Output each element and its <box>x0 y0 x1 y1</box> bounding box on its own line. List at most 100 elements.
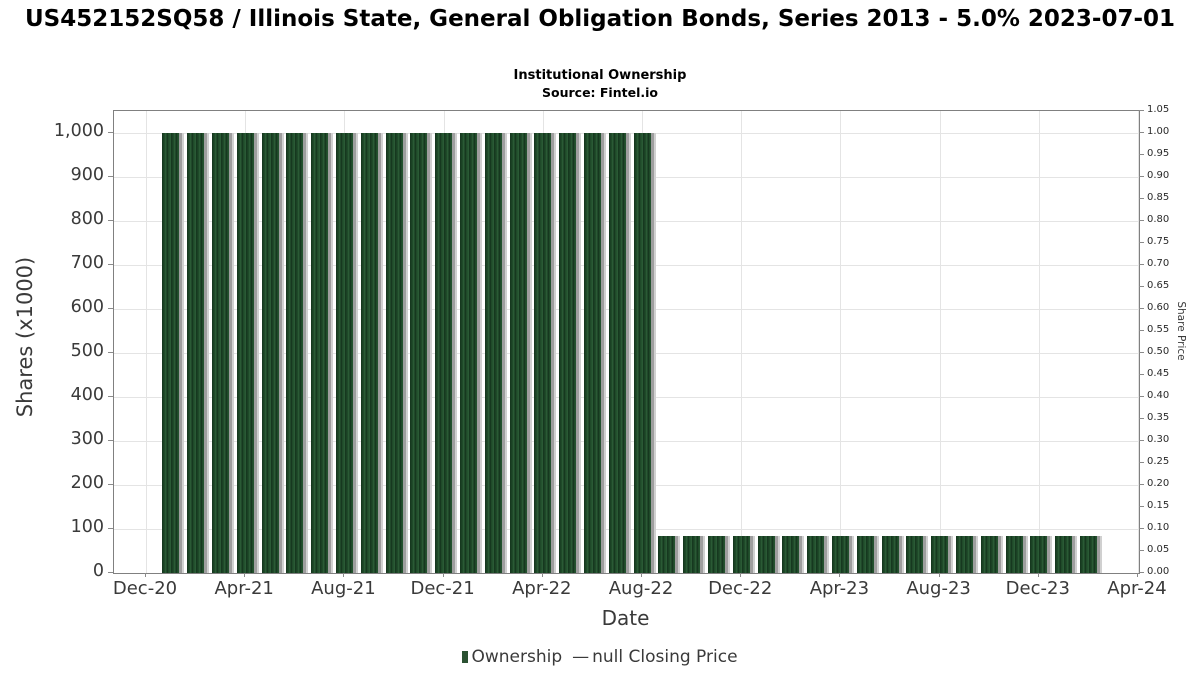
bar[interactable] <box>658 535 676 573</box>
y-right-tick-label: 0.60 <box>1147 302 1170 313</box>
y-right-tick <box>1139 462 1144 463</box>
bar[interactable] <box>162 133 180 573</box>
bar[interactable] <box>335 133 353 573</box>
grid-line-vertical <box>840 111 842 573</box>
bar[interactable] <box>1030 535 1048 573</box>
y-left-tick <box>108 352 113 353</box>
y-right-tick <box>1139 374 1144 375</box>
grid-line-horizontal <box>114 221 1139 222</box>
legend-label-closing-price: null Closing Price <box>592 647 738 667</box>
x-axis-tick <box>938 573 940 577</box>
y-right-tick-label: 0.45 <box>1147 368 1170 379</box>
y-left-tick <box>108 484 113 485</box>
y-right-tick-label: 0.00 <box>1147 566 1170 577</box>
bar[interactable] <box>1079 535 1097 573</box>
chart-subtitle: Institutional Ownership <box>513 68 687 83</box>
y-left-tick-label: 700 <box>70 253 104 273</box>
y-left-tick <box>108 264 113 265</box>
bar[interactable] <box>980 535 998 573</box>
bar[interactable] <box>732 535 750 573</box>
bar[interactable] <box>385 133 403 573</box>
y-right-tick-label: 0.80 <box>1147 214 1170 225</box>
bar[interactable] <box>931 535 949 573</box>
bar[interactable] <box>410 133 428 573</box>
y-right-tick-label: 0.85 <box>1147 192 1170 203</box>
y-right-tick-label: 0.95 <box>1147 148 1170 159</box>
bar[interactable] <box>906 535 924 573</box>
x-tick-label: Apr-24 <box>1107 578 1167 599</box>
grid-line-vertical <box>1038 111 1040 573</box>
bar[interactable] <box>707 535 725 573</box>
x-axis-tick <box>244 573 246 577</box>
legend-item-ownership[interactable]: Ownership <box>462 647 562 667</box>
bar[interactable] <box>236 133 254 573</box>
bar[interactable] <box>757 535 775 573</box>
y-right-tick <box>1139 132 1144 133</box>
y-right-tick-label: 0.05 <box>1147 544 1170 555</box>
x-axis-label: Date <box>601 606 650 630</box>
bar[interactable] <box>509 133 527 573</box>
y-left-tick-label: 200 <box>70 473 104 493</box>
y-right-tick <box>1139 286 1144 287</box>
bar[interactable] <box>955 535 973 573</box>
grid-line-vertical <box>939 111 941 573</box>
grid-line-horizontal <box>114 485 1139 486</box>
bar[interactable] <box>1055 535 1073 573</box>
bar[interactable] <box>459 133 477 573</box>
x-tick-label: Apr-21 <box>214 578 274 599</box>
grid-line-horizontal <box>114 441 1139 442</box>
bar[interactable] <box>881 535 899 573</box>
y-right-tick-label: 1.00 <box>1147 126 1170 137</box>
legend-item-closing-price[interactable]: — null Closing Price <box>572 647 737 667</box>
y-right-tick <box>1139 396 1144 397</box>
y-right-tick <box>1139 484 1144 485</box>
bar[interactable] <box>683 535 701 573</box>
bar[interactable] <box>187 133 205 573</box>
bar[interactable] <box>633 133 651 573</box>
bar[interactable] <box>435 133 453 573</box>
grid-line-vertical <box>741 111 743 573</box>
grid-line-vertical <box>1138 111 1139 573</box>
y-right-tick <box>1139 308 1144 309</box>
bar[interactable] <box>261 133 279 573</box>
y-left-tick <box>108 176 113 177</box>
bar[interactable] <box>484 133 502 573</box>
y-right-tick <box>1139 176 1144 177</box>
chart-source: Source: Fintel.io <box>542 85 658 100</box>
y-right-tick <box>1139 242 1144 243</box>
y-right-tick <box>1139 528 1144 529</box>
bar[interactable] <box>360 133 378 573</box>
bar[interactable] <box>608 133 626 573</box>
bar[interactable] <box>856 535 874 573</box>
y-right-tick <box>1139 330 1144 331</box>
y-left-tick <box>108 440 113 441</box>
bar[interactable] <box>534 133 552 573</box>
x-axis-tick <box>442 573 444 577</box>
x-tick-label: Dec-23 <box>1005 578 1070 599</box>
y-right-tick-label: 0.20 <box>1147 478 1170 489</box>
bar[interactable] <box>211 133 229 573</box>
x-tick-label: Apr-22 <box>512 578 572 599</box>
bar[interactable] <box>1005 535 1023 573</box>
bar[interactable] <box>807 535 825 573</box>
bar[interactable] <box>286 133 304 573</box>
x-axis-tick <box>541 573 543 577</box>
y-right-tick-label: 0.55 <box>1147 324 1170 335</box>
bar[interactable] <box>782 535 800 573</box>
y-right-tick <box>1139 550 1144 551</box>
bar[interactable] <box>559 133 577 573</box>
y-right-tick <box>1139 418 1144 419</box>
y-left-tick-label: 800 <box>70 209 104 229</box>
plot-area <box>113 110 1140 574</box>
bar[interactable] <box>583 133 601 573</box>
y-left-tick <box>108 396 113 397</box>
x-axis-tick <box>1137 573 1138 577</box>
y-left-tick <box>108 132 113 133</box>
y-right-tick-label: 0.30 <box>1147 434 1170 445</box>
line-dash-icon: — <box>572 647 590 667</box>
y-left-tick-label: 900 <box>70 165 104 185</box>
y-right-tick-label: 0.50 <box>1147 346 1170 357</box>
bar[interactable] <box>311 133 329 573</box>
x-tick-label: Aug-21 <box>311 578 376 599</box>
bar[interactable] <box>831 535 849 573</box>
